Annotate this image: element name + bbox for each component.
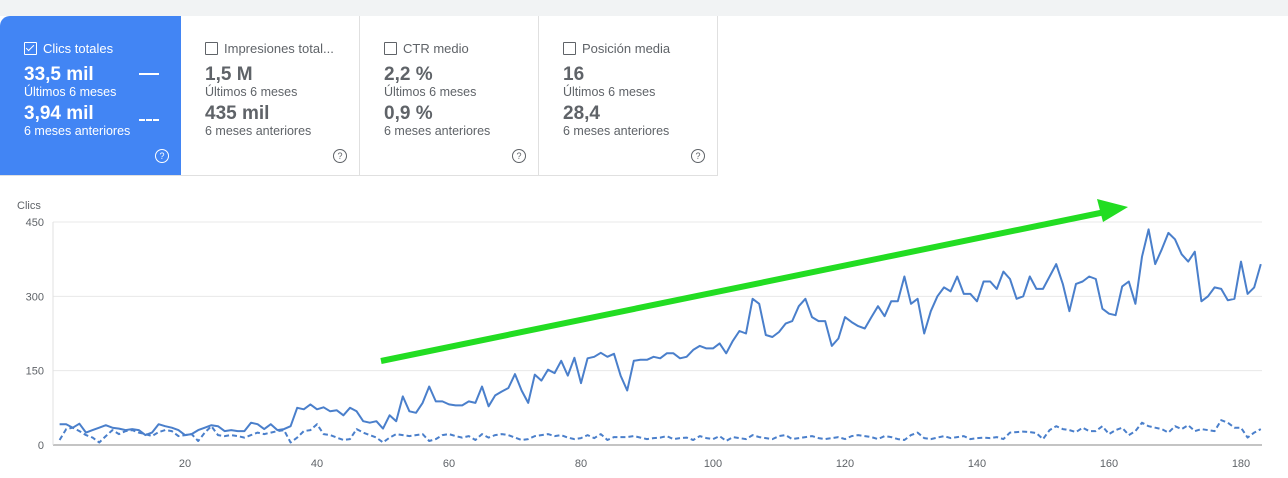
- metric-card[interactable]: Impresiones total... 1,5 M Últimos 6 mes…: [181, 16, 360, 175]
- solid-line-legend-icon: [139, 73, 159, 75]
- metric-previous-value: 0,9 %: [384, 103, 433, 124]
- help-icon[interactable]: ?: [333, 149, 347, 163]
- metric-value: 2,2 %: [384, 64, 433, 85]
- metric-previous-period: 6 meses anteriores: [563, 124, 670, 138]
- y-tick-label: 450: [26, 217, 44, 229]
- x-tick-label: 80: [575, 458, 587, 470]
- checkbox[interactable]: [24, 41, 37, 55]
- x-tick-label: 40: [311, 458, 323, 470]
- metric-period: Últimos 6 meses: [24, 85, 117, 99]
- metric-period: Últimos 6 meses: [563, 85, 656, 99]
- trend-arrowhead-icon: [1097, 199, 1128, 222]
- metric-previous-value: 435 mil: [205, 103, 270, 124]
- x-tick-label: 100: [704, 458, 722, 470]
- metric-label[interactable]: Impresiones total...: [205, 40, 359, 56]
- checkbox[interactable]: [563, 41, 576, 55]
- metric-previous-value: 28,4: [563, 103, 600, 124]
- help-icon[interactable]: ?: [691, 149, 705, 163]
- checkbox[interactable]: [384, 41, 397, 55]
- x-tick-label: 160: [1100, 458, 1118, 470]
- metric-name: Clics totales: [43, 40, 114, 56]
- y-tick-label: 0: [38, 440, 44, 452]
- metric-previous-period: 6 meses anteriores: [205, 124, 312, 138]
- x-tick-label: 120: [836, 458, 854, 470]
- metric-label[interactable]: CTR medio: [384, 40, 538, 56]
- help-icon[interactable]: ?: [512, 149, 526, 163]
- checkbox[interactable]: [205, 41, 218, 55]
- metric-previous-period: 6 meses anteriores: [24, 124, 131, 138]
- metric-name: CTR medio: [403, 40, 469, 56]
- metric-name: Impresiones total...: [224, 40, 334, 56]
- x-tick-label: 180: [1232, 458, 1250, 470]
- y-tick-label: 150: [26, 366, 44, 378]
- metric-period: Últimos 6 meses: [384, 85, 477, 99]
- metric-value: 16: [563, 64, 585, 85]
- metric-cards: Clics totales 33,5 mil Últimos 6 meses 3…: [0, 16, 718, 176]
- dashed-line-legend-icon: [139, 119, 159, 121]
- y-tick-label: 300: [26, 291, 44, 303]
- metric-previous-period: 6 meses anteriores: [384, 124, 491, 138]
- y-axis-label: Clics: [17, 200, 41, 212]
- clicks-chart: Clics 0 150 300 450 20 40 60 80 100 120 140 160 180: [17, 199, 1262, 470]
- trend-arrow: [380, 209, 1106, 364]
- metric-value: 1,5 M: [205, 64, 253, 85]
- top-bar: [0, 0, 1288, 16]
- metric-card[interactable]: CTR medio 2,2 % Últimos 6 meses 0,9 % 6 …: [360, 16, 539, 175]
- x-tick-label: 60: [443, 458, 455, 470]
- help-icon[interactable]: ?: [155, 149, 169, 163]
- metric-previous-value: 3,94 mil: [24, 103, 94, 124]
- metric-name: Posición media: [582, 40, 671, 56]
- metric-card[interactable]: Clics totales 33,5 mil Últimos 6 meses 3…: [0, 16, 181, 175]
- metric-label[interactable]: Posición media: [563, 40, 717, 56]
- series-line-current: [59, 228, 1262, 437]
- x-tick-label: 20: [179, 458, 191, 470]
- x-tick-label: 140: [968, 458, 986, 470]
- metric-period: Últimos 6 meses: [205, 85, 298, 99]
- metric-value: 33,5 mil: [24, 64, 94, 85]
- metric-label[interactable]: Clics totales: [24, 40, 181, 56]
- series-line-previous: [58, 419, 1262, 444]
- metric-card[interactable]: Posición media 16 Últimos 6 meses 28,4 6…: [539, 16, 718, 175]
